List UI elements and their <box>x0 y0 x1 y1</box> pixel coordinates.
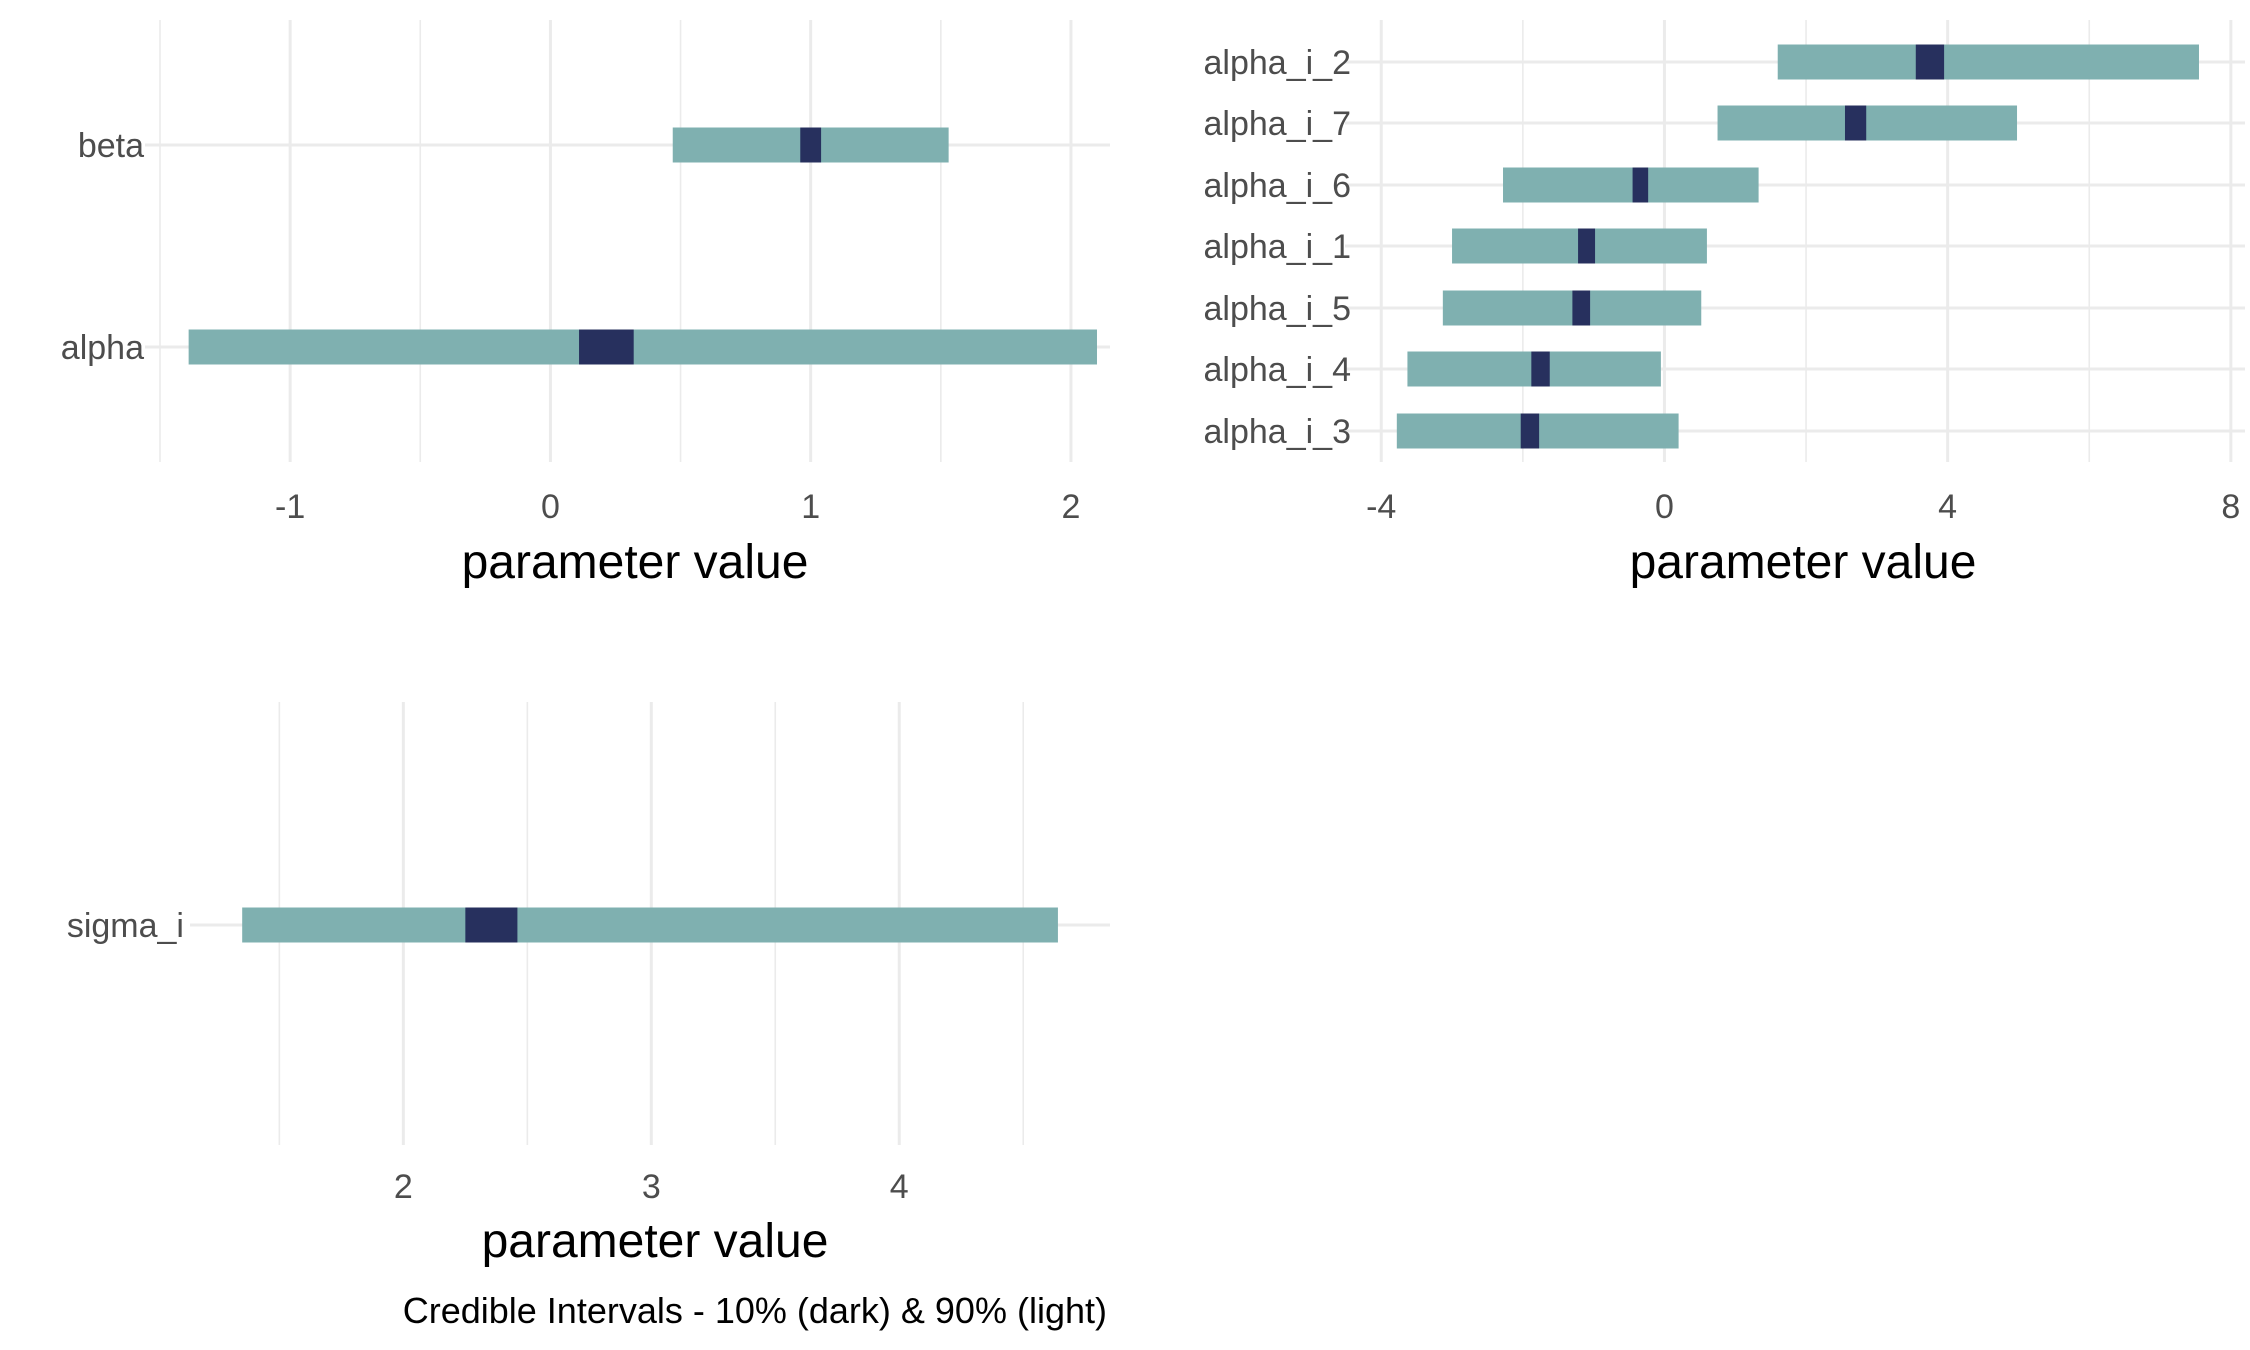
panel-b-interval-90-alpha_i_7 <box>1717 105 2018 141</box>
panel-b-interval-10-alpha_i_2 <box>1915 44 1945 80</box>
panel-b-x-tick-label: 4 <box>1938 488 1957 526</box>
panel-b-interval-10-alpha_i_5 <box>1572 290 1591 326</box>
panel-c-interval-90-sigma_i <box>242 907 1058 943</box>
panel-a-interval-10-beta <box>800 127 822 163</box>
panel-b-x-axis-title: parameter value <box>1630 536 1977 589</box>
panel-b-row-label: alpha_i_6 <box>1204 167 1351 205</box>
panel-c-x-tick-label: 4 <box>890 1168 909 1206</box>
panel-b-interval-90-alpha_i_6 <box>1503 167 1759 203</box>
panel-c-x-tick-label: 2 <box>394 1168 413 1206</box>
panel-b: alpha_i_2 alpha_i_7 alpha_i_6 alpha_i_1alph… <box>1204 20 2245 589</box>
panel-b-row-label: alpha_i_7 <box>1204 105 1351 143</box>
panel-a-grid <box>145 20 1110 462</box>
panel-c-rows: sigma_i <box>67 907 1058 945</box>
panel-b-interval-90-alpha_i_5 <box>1442 290 1702 326</box>
panel-b-row-label: alpha_i_3 <box>1204 413 1351 451</box>
panel-c-x-axis-title: parameter value <box>482 1215 829 1268</box>
panel-b-row-label: alpha_i_1 <box>1204 228 1351 266</box>
panel-b-interval-90-alpha_i_2 <box>1777 44 2199 80</box>
panel-a-x-tick-label: 1 <box>801 488 820 526</box>
panel-a-x-axis-title: parameter value <box>462 536 809 589</box>
panel-a-rows: beta alpha <box>61 127 1097 367</box>
panel-c-x-tick-label: 3 <box>642 1168 661 1206</box>
panel-b-interval-10-alpha_i_6 <box>1632 167 1649 203</box>
panel-b-x-tick-label: 0 <box>1655 488 1674 526</box>
panel-a-x-tick-label: 0 <box>541 488 560 526</box>
figure-caption: Credible Intervals - 10% (dark) & 90% (l… <box>403 1290 1107 1331</box>
panel-a-interval-90-alpha <box>188 329 1097 365</box>
panel-b-interval-10-alpha_i_1 <box>1578 228 1596 264</box>
panel-a-x-ticks: -1 0 1 2 <box>275 488 1080 526</box>
panel-b-interval-10-alpha_i_7 <box>1844 105 1867 141</box>
panel-a-interval-10-alpha <box>579 329 634 365</box>
panel-b-rows: alpha_i_2 alpha_i_7 alpha_i_6 alpha_i_1alph… <box>1204 44 2199 451</box>
panel-c-interval-10-sigma_i <box>465 907 518 943</box>
panel-b-row-label: alpha_i_5 <box>1204 290 1351 328</box>
panel-b-x-ticks: -4 0 4 8 <box>1366 488 2240 526</box>
panel-a-row-label: beta <box>78 127 144 165</box>
panel-b-interval-10-alpha_i_4 <box>1531 351 1550 387</box>
panel-c: sigma_i 2 3 4 parameter value <box>67 702 1110 1268</box>
panel-b-row-label: alpha_i_4 <box>1204 351 1351 389</box>
panel-c-x-ticks: 2 3 4 <box>394 1168 909 1206</box>
panel-a: beta alpha -1 0 1 2 parameter value <box>61 20 1110 589</box>
panel-b-row-label: alpha_i_2 <box>1204 44 1351 82</box>
panel-a-x-tick-label: 2 <box>1061 488 1080 526</box>
panel-b-x-tick-label: 8 <box>2221 488 2240 526</box>
panel-b-x-tick-label: -4 <box>1366 488 1396 526</box>
panel-a-row-label: alpha <box>61 329 144 367</box>
panel-c-row-label: sigma_i <box>67 907 184 945</box>
panel-a-x-tick-label: -1 <box>275 488 305 526</box>
panel-b-interval-10-alpha_i_3 <box>1520 413 1540 449</box>
